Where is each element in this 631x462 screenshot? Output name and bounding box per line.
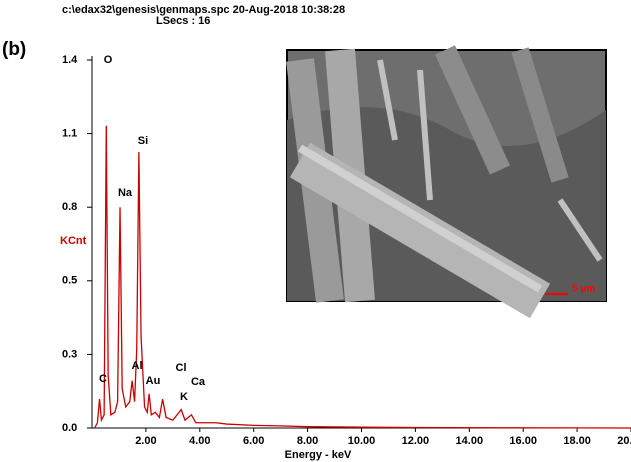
x-axis-label: Energy - keV [285,449,352,461]
peak-label: Cl [176,362,187,374]
x-tick-label: 20.00 [617,435,631,447]
chart-title: c:\edax32\genesis\genmaps.spc 20-Aug-201… [62,4,345,16]
peak-label: K [180,391,188,403]
x-tick-label: 4.00 [189,435,210,447]
y-tick-label: 0.3 [62,348,77,360]
x-tick-label: 14.00 [456,435,484,447]
peak-label: Au [146,375,161,387]
peak-label: Ca [191,376,206,388]
x-tick-label: 8.00 [297,435,318,447]
x-tick-label: 2.00 [135,435,156,447]
spectrum-line [94,125,631,429]
peak-label: O [104,54,113,66]
y-axis-label: KCnt [60,235,87,247]
x-tick-label: 12.00 [402,435,430,447]
x-tick-label: 16.00 [509,435,537,447]
y-tick-label: 0.0 [62,422,77,434]
peak-label: Al [132,360,143,372]
y-tick-label: 0.5 [62,275,77,287]
y-tick-label: 0.8 [62,201,77,213]
y-tick-label: 1.1 [62,128,77,140]
peak-label: Si [138,135,148,147]
x-tick-label: 18.00 [563,435,591,447]
y-tick-label: 1.4 [62,54,78,66]
scale-label: 5 μm [572,284,595,295]
chart-subtitle: LSecs : 16 [156,15,210,27]
peak-label: C [99,373,107,385]
x-tick-label: 10.00 [348,435,376,447]
peak-label: Na [118,187,133,199]
panel-label: (b) [2,39,26,60]
x-tick-label: 6.00 [243,435,264,447]
sem-inset: 5 μm [286,45,607,319]
